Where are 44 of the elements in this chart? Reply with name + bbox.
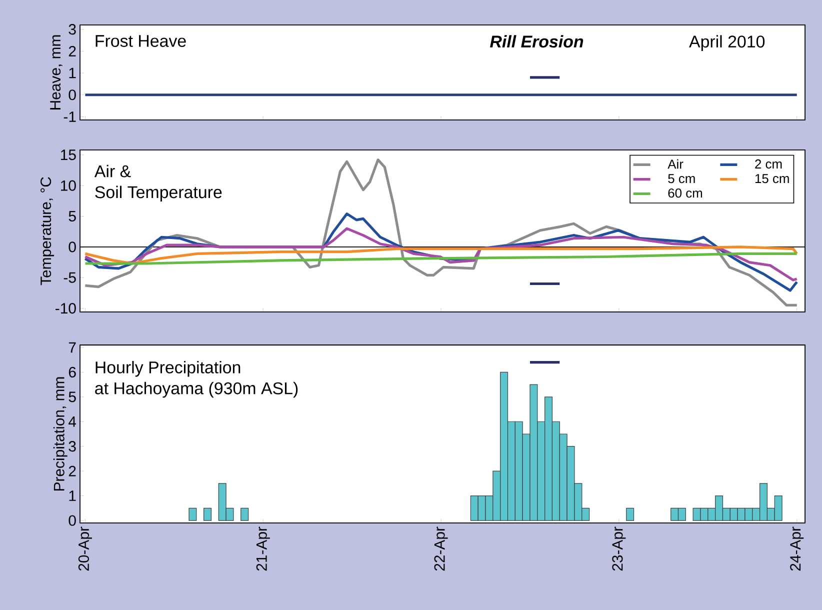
x-tick-label: 24-Apr	[790, 526, 804, 571]
y-axis-title: Precipitation, mm	[53, 377, 68, 490]
x-tick-label: 23-Apr	[612, 526, 626, 571]
y-tick-label: 1	[69, 68, 76, 78]
y-tick-label: 7	[68, 342, 76, 353]
bar	[240, 508, 249, 521]
y-axis-title: Heave, mm	[50, 35, 62, 110]
y-tick-label: 5	[68, 392, 76, 402]
text: Soil Temperature	[95, 186, 222, 202]
x-tick-label: 22-Apr	[434, 526, 448, 571]
y-tick-label: 4	[68, 416, 76, 427]
line-series	[84, 252, 798, 265]
y-tick-label: 6	[68, 366, 76, 378]
legend-label: 60 cm	[668, 188, 702, 198]
y-tick-label: -5	[64, 272, 76, 283]
bar	[204, 508, 212, 521]
y-axis-title: Temperature, °C	[40, 177, 54, 286]
y-tick-label: 10	[61, 180, 76, 191]
bar	[188, 508, 197, 521]
y-tick-label: -1	[64, 112, 76, 122]
x-tick-label: 21-Apr	[256, 526, 270, 571]
annotation: Rill Erosion	[490, 35, 584, 48]
text: Air &	[94, 164, 131, 178]
chart-title: Frost Heave	[96, 35, 186, 47]
annotation: April 2010	[689, 35, 765, 51]
y-tick-label: -10	[56, 303, 76, 314]
y-tick-label: 15	[61, 150, 76, 160]
y-tick-label: 5	[68, 211, 76, 222]
text: Hourly Precipitation	[96, 360, 240, 377]
y-tick-label: 1	[69, 490, 76, 501]
bar	[626, 508, 634, 521]
y-tick-label: 3	[68, 24, 76, 35]
y-tick-label: 0	[68, 242, 76, 252]
legend-label: 15 cm	[755, 174, 789, 184]
y-tick-label: 0	[68, 90, 76, 100]
text: at Hachoyama (930m ASL)	[95, 382, 298, 398]
y-tick-label: 2	[68, 466, 76, 476]
x-tick-label: 20-Apr	[78, 526, 92, 571]
y-tick-label: 0	[68, 515, 76, 526]
legend-label: 5 cm	[668, 174, 695, 184]
legend-label: 2 cm	[755, 159, 782, 169]
legend-label: Air	[668, 159, 684, 169]
y-tick-label: 3	[68, 441, 76, 452]
y-tick-label: 2	[68, 46, 76, 56]
